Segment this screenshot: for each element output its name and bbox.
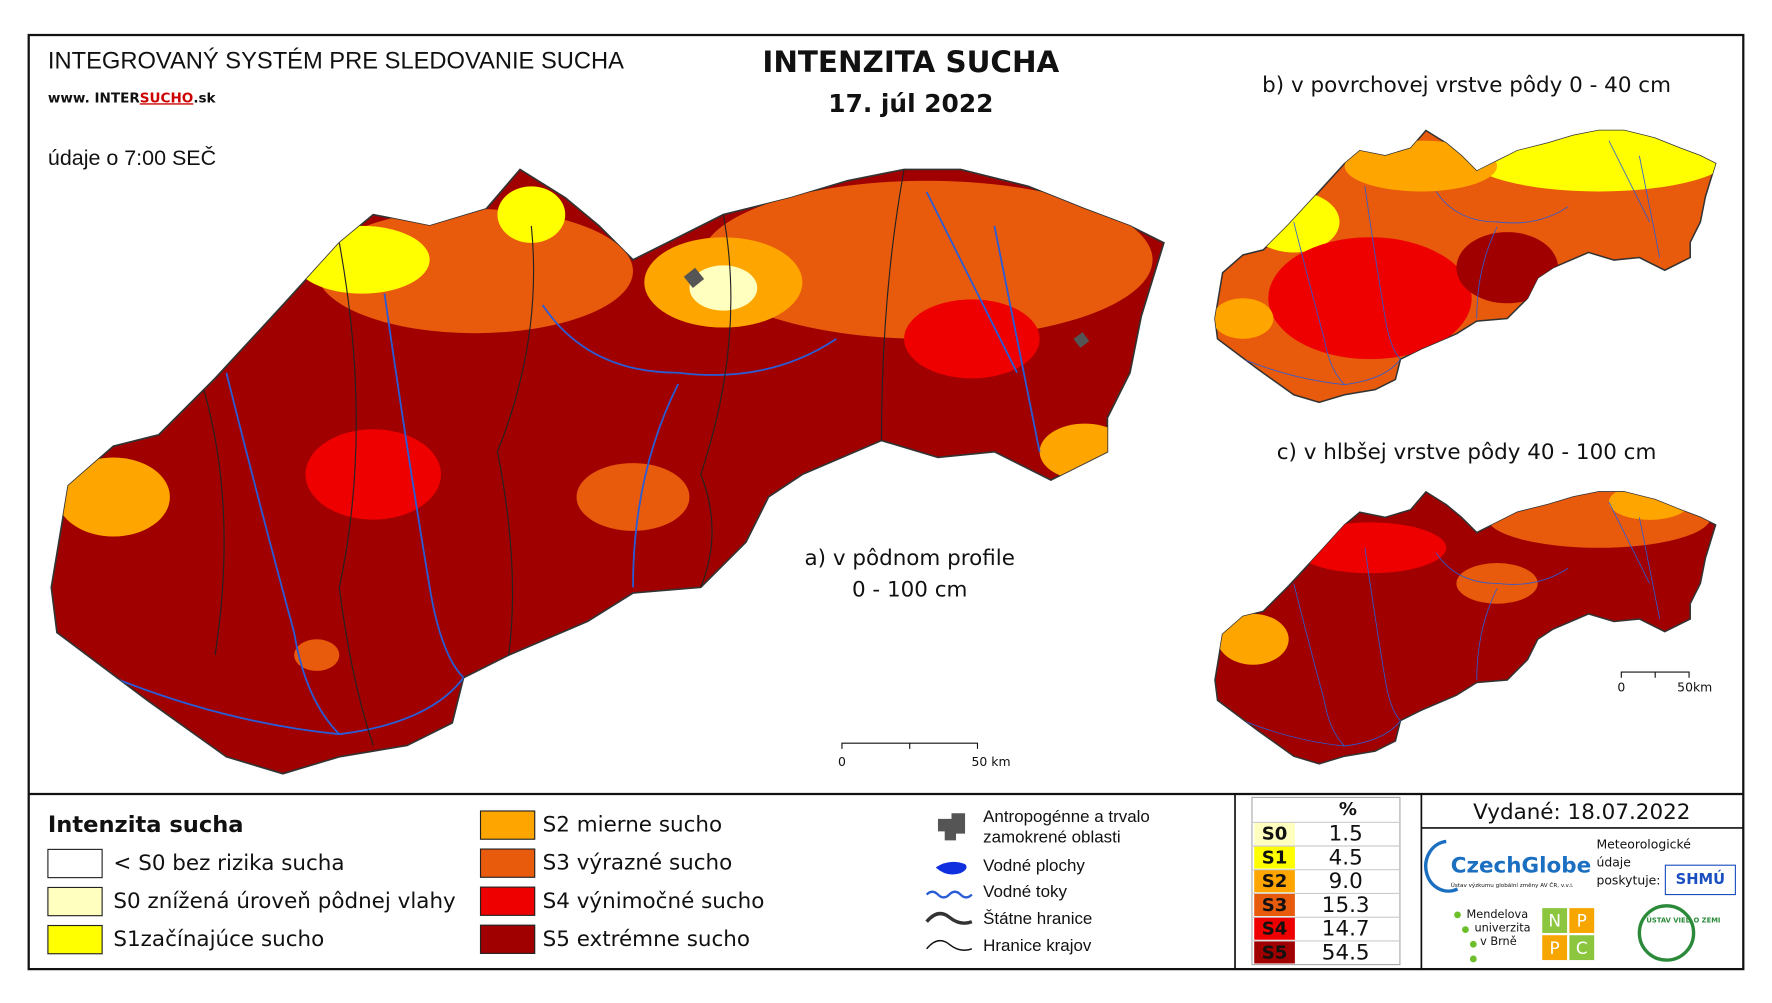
mendel-2: univerzita: [1474, 921, 1530, 934]
layer-label: Vodné plochy: [983, 856, 1085, 875]
percent-value: 15.3: [1322, 893, 1370, 918]
system-name: INTEGROVANÝ SYSTÉM PRE SLEDOVANIE SUCHA: [48, 47, 624, 74]
npc-letter: P: [1577, 911, 1587, 931]
layer-label: zamokrené oblasti: [983, 828, 1120, 847]
table-header: %: [1339, 799, 1357, 820]
czechglobe-sub: Ústav výzkumu globální změny AV ČR, v.v.…: [1451, 882, 1574, 889]
class-swatch: [1254, 893, 1295, 917]
percent-value: 4.5: [1329, 845, 1363, 870]
scale-small-end: 50km: [1677, 679, 1712, 694]
class-swatch: [1254, 822, 1295, 845]
legend-label: S5 extrémne sucho: [543, 927, 750, 952]
npc-cell: [1569, 908, 1595, 933]
legend-swatch: [479, 886, 536, 916]
legend-swatch: [47, 848, 103, 879]
legend-label: S0 znížená úroveň pôdnej vlahy: [113, 889, 456, 914]
legend-swatch: [479, 848, 536, 878]
scale-bar-small: [1620, 671, 1690, 678]
npc-letter: C: [1576, 938, 1588, 958]
layer-label: Hranice krajov: [983, 936, 1092, 955]
layer-legend: Antropogénne a trvalo zamokrené oblasti Vo…: [983, 807, 1150, 955]
map-a-label: a) v pôdnom profile: [805, 546, 1015, 571]
class-label: S5: [1262, 942, 1288, 963]
meteo-1: Meteorologické: [1596, 836, 1690, 851]
class-label: S3: [1262, 895, 1288, 916]
percent-value: 14.7: [1322, 917, 1370, 942]
npc-cell: [1542, 908, 1568, 933]
website-highlight: SUCHO: [140, 90, 194, 106]
npc-logo: N PP C: [1542, 908, 1595, 961]
legend: < S0 bez rizika sucha S0 znížená úroveň p…: [47, 810, 765, 955]
meteo-2: údaje: [1596, 854, 1630, 869]
legend-label: S3 výrazné sucho: [543, 851, 733, 876]
legend-swatch: [479, 924, 536, 954]
czechglobe-logo: CzechGlobe: [1451, 853, 1591, 878]
uvz-text: ÚSTAV VIED O ZEMI: [1646, 916, 1720, 925]
mendel-1: Mendelova: [1467, 908, 1529, 921]
class-swatch: [1254, 940, 1295, 964]
class-label: S4: [1262, 919, 1288, 940]
scale-start: 0: [838, 754, 846, 769]
layer-label: Štátne hranice: [983, 909, 1092, 928]
npc-letter: N: [1548, 911, 1561, 931]
npc-cell: [1542, 935, 1568, 961]
table-border: [1251, 796, 1401, 966]
uvz-logo: [1637, 904, 1696, 962]
npc-cell: [1569, 935, 1595, 961]
website: www. INTERSUCHO.sk: [48, 90, 217, 106]
mendel-logo: [1454, 911, 1477, 963]
stats-table: % S0 1.5 S1 4.5 S2 9.0 S3 15.3 S4 14.7 S5 54.5: [1251, 796, 1401, 966]
class-label: S0: [1262, 824, 1288, 845]
npc-letter: P: [1550, 938, 1560, 958]
meteo-3: poskytuje:: [1596, 873, 1660, 888]
czechglobe-arc: [1424, 839, 1459, 893]
class-label: S2: [1262, 871, 1288, 892]
shmu-logo: [1664, 864, 1736, 896]
legend-label: S4 výnimočné sucho: [543, 889, 765, 914]
layer-symbols: [925, 813, 973, 952]
time-note: údaje o 7:00 SEČ: [48, 145, 216, 170]
legend-title: Intenzita sucha: [48, 812, 244, 838]
legend-swatch: [47, 924, 103, 955]
legend-swatch: [479, 810, 536, 840]
website-suffix: .sk: [193, 90, 216, 106]
mendel-3: v Brně: [1480, 935, 1517, 948]
legend-label: S2 mierne sucho: [543, 813, 722, 838]
map-c-label: c) v hlbšej vrstve pôdy 40 - 100 cm: [1277, 440, 1657, 465]
legend-label: < S0 bez rizika sucha: [113, 851, 344, 876]
website-prefix: www. INTER: [48, 90, 140, 106]
percent-value: 9.0: [1329, 869, 1363, 894]
class-label: S1: [1262, 847, 1288, 868]
legend-label: S1začínajúce sucho: [113, 927, 324, 952]
percent-value: 54.5: [1322, 940, 1370, 965]
layer-label: Vodné toky: [983, 882, 1067, 901]
map-b-label: b) v povrchovej vrstve pôdy 0 - 40 cm: [1262, 73, 1671, 98]
scale-bar: [841, 742, 979, 749]
map-a-depth: 0 - 100 cm: [852, 578, 967, 603]
title: INTENZITA SUCHA: [762, 45, 1059, 79]
issued-date: Vydané: 18.07.2022: [1473, 800, 1690, 825]
class-swatch: [1254, 845, 1295, 869]
percent-value: 1.5: [1329, 822, 1363, 847]
layer-label: Antropogénne a trvalo: [983, 807, 1150, 826]
shmu-text: SHMÚ: [1676, 870, 1725, 888]
scale-small-start: 0: [1617, 679, 1625, 694]
date: 17. júl 2022: [828, 89, 993, 118]
legend-swatch: [47, 886, 103, 917]
class-swatch: [1254, 869, 1295, 893]
class-swatch: [1254, 917, 1295, 940]
scale-end: 50 km: [972, 754, 1011, 769]
